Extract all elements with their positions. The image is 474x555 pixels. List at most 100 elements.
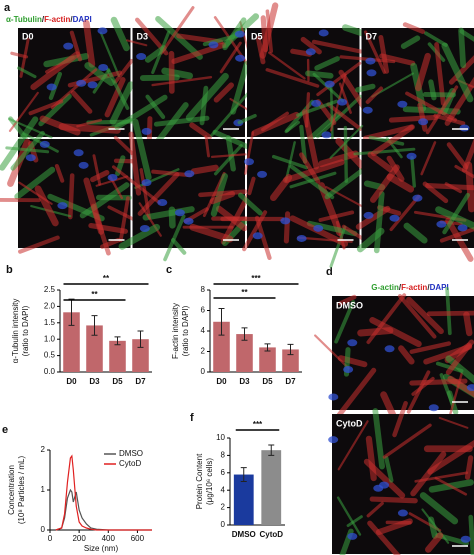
x-tick-label: 400: [102, 534, 116, 543]
cell-fiber: [299, 152, 321, 184]
cell-fiber: [405, 91, 458, 122]
cell-fiber: [397, 294, 437, 339]
cell-fiber: [338, 294, 357, 306]
cell-fiber: [99, 31, 121, 78]
y-axis-label: (μg/10⁶ cells): [205, 458, 214, 505]
cell-fiber: [79, 182, 130, 219]
cell-fiber: [151, 30, 171, 75]
micrograph: [314, 286, 474, 428]
cell-fiber: [410, 451, 447, 497]
cell-fiber: [137, 172, 180, 216]
cell-fiber: [380, 391, 397, 420]
cell-fiber: [18, 235, 60, 254]
cell-fiber: [419, 492, 459, 525]
y-tick-label: 8: [201, 285, 206, 294]
panel-label: f: [190, 412, 194, 424]
panel-label: d: [326, 266, 333, 278]
cell-fiber: [76, 118, 103, 128]
error-bar: [114, 336, 121, 346]
x-tick-label: D3: [89, 377, 100, 386]
cell-fiber: [421, 508, 450, 544]
cell-fiber: [382, 423, 432, 459]
cell-fiber: [222, 17, 247, 51]
x-tick-label: D7: [135, 377, 146, 386]
nucleus: [313, 224, 324, 232]
cell-fiber: [190, 164, 219, 175]
cell-fiber: [379, 53, 416, 66]
cell-fiber: [458, 27, 467, 69]
cell-fiber: [210, 91, 250, 137]
nucleus: [318, 29, 329, 37]
nucleus: [87, 81, 98, 89]
cell-fiber: [336, 496, 362, 536]
cell-fiber: [199, 85, 209, 126]
nucleus: [406, 152, 417, 160]
nucleus: [460, 535, 471, 543]
title-part: DAPI: [73, 15, 92, 24]
cell-fiber: [289, 171, 337, 189]
cell-fiber: [373, 191, 385, 254]
x-axis-label: Size (nm): [84, 544, 119, 553]
cell-fiber: [284, 120, 301, 134]
panel-title: G-actin/F-actin/DAPI: [371, 283, 448, 292]
line-series: [55, 488, 152, 531]
cell-fiber: [389, 194, 421, 232]
legend-label: DMSO: [119, 449, 143, 458]
x-tick-label: D0: [216, 377, 227, 386]
cell-fiber: [113, 58, 134, 84]
nucleus: [428, 404, 439, 412]
cell-fiber: [420, 141, 437, 176]
cell-fiber: [406, 296, 444, 335]
error-bar: [287, 343, 294, 356]
cell-fiber: [366, 293, 407, 345]
cell-fiber: [83, 177, 105, 235]
y-tick-label: 2: [221, 503, 226, 512]
cell-fiber: [417, 102, 428, 132]
error-bar: [241, 327, 248, 341]
cell-fiber: [329, 124, 364, 159]
image-label: D0: [22, 31, 34, 41]
cell-fiber: [311, 39, 363, 54]
cell-fiber: [326, 102, 363, 131]
y-axis-label: (ratio to DAPI): [21, 305, 30, 356]
cell-fiber: [189, 223, 234, 243]
y-tick-label: 1.0: [44, 334, 56, 343]
cell-fiber: [445, 339, 474, 375]
cell-fiber: [100, 237, 121, 249]
nucleus: [363, 211, 374, 219]
cell-fiber: [343, 125, 348, 183]
cell-fiber: [425, 183, 474, 191]
cell-fiber: [410, 156, 416, 188]
y-tick-label: 8: [221, 451, 226, 460]
cell-fiber: [50, 68, 98, 110]
title-part: F-actin: [401, 283, 427, 292]
y-tick-label: 2: [41, 445, 46, 454]
cell-fiber: [283, 159, 345, 184]
cell-fiber: [369, 164, 400, 203]
bar: [63, 312, 80, 372]
cell-fiber: [10, 51, 29, 59]
image-label: CytoD: [336, 418, 363, 428]
cell-fiber: [367, 520, 401, 555]
nucleus: [324, 80, 335, 88]
cell-fiber: [386, 155, 405, 182]
cell-fiber: [0, 116, 39, 171]
nucleus: [57, 202, 68, 210]
cell-fiber: [247, 176, 256, 196]
title-part: G-actin: [371, 283, 399, 292]
cell-fiber: [30, 51, 81, 91]
cell-fiber: [329, 225, 347, 268]
cell-fiber: [161, 67, 194, 80]
cell-fiber: [336, 367, 377, 418]
panel-title: α-Tubulin/F-actin/DAPI: [6, 15, 92, 24]
cell-fiber: [8, 91, 39, 132]
cell-fiber: [132, 118, 152, 181]
nucleus: [397, 509, 408, 517]
cell-fiber: [214, 143, 243, 176]
micrograph: [237, 2, 376, 155]
cell-fiber: [142, 206, 195, 221]
nucleus: [347, 532, 358, 540]
nucleus: [321, 131, 332, 139]
cell-fiber: [237, 192, 263, 216]
panel-label: e: [2, 424, 8, 436]
